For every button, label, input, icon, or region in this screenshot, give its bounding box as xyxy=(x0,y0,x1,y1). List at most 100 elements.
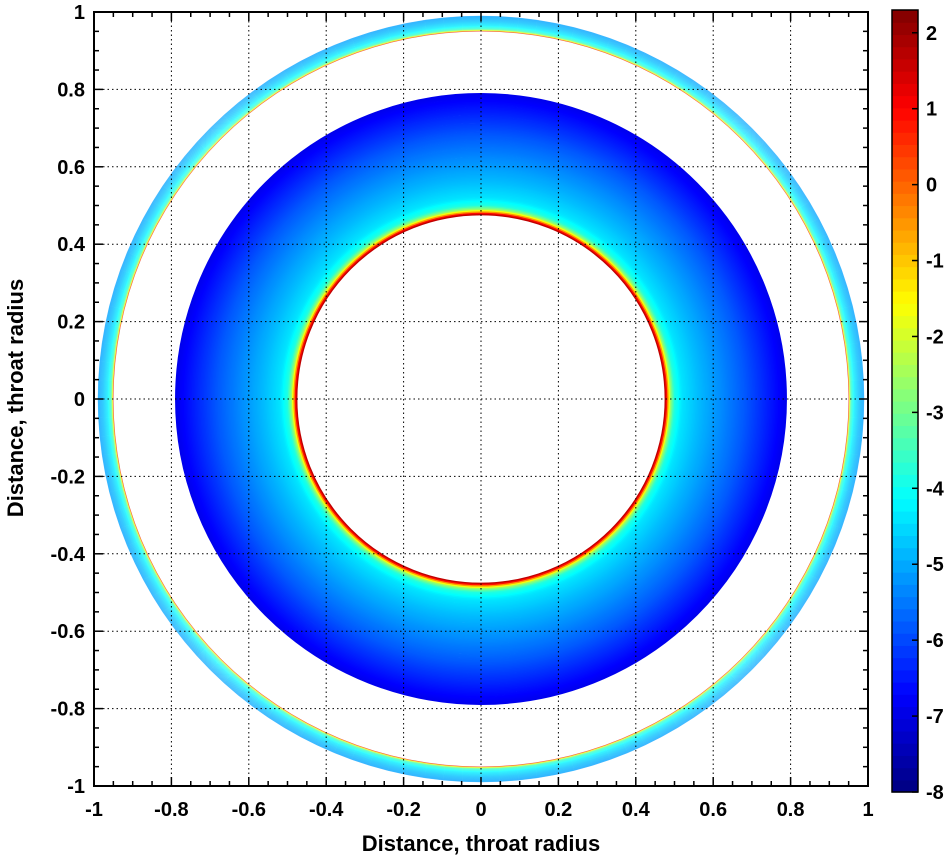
annulus-band xyxy=(288,206,674,592)
colorbar-segment xyxy=(892,559,918,573)
colorbar-segment xyxy=(892,682,918,695)
y-tick-label: -0.2 xyxy=(51,466,85,488)
annulus-band xyxy=(226,144,736,654)
colorbar-segment xyxy=(892,425,918,439)
y-tick-label: -1 xyxy=(67,776,85,798)
y-tick-label: -0.8 xyxy=(51,699,85,721)
colorbar-segment xyxy=(892,278,918,292)
annulus-band xyxy=(292,210,670,588)
colorbar-segment xyxy=(892,107,918,121)
annulus-band xyxy=(105,23,857,775)
colorbar-tick-label: 0 xyxy=(926,175,937,197)
y-tick-label: 0.4 xyxy=(57,234,86,256)
annulus-band xyxy=(105,23,857,775)
annulus-band xyxy=(109,27,853,771)
annulus-band xyxy=(207,125,755,673)
colorbar-tick-label: -3 xyxy=(926,402,944,424)
colorbar-segment xyxy=(892,168,918,182)
colorbar-segment xyxy=(892,572,918,585)
x-tick-label: -0.4 xyxy=(309,799,344,821)
colorbar-segment xyxy=(892,376,918,390)
annulus-band xyxy=(109,27,853,771)
annulus-band xyxy=(225,143,737,655)
colorbar-segment xyxy=(892,242,918,255)
colorbar-segment xyxy=(892,730,918,744)
colorbar-segment xyxy=(892,119,918,133)
annulus-band xyxy=(109,27,853,771)
colorbar-segment xyxy=(892,437,918,451)
y-tick-label: 0.8 xyxy=(57,79,85,101)
annulus-band xyxy=(199,117,763,681)
colorbar-segment xyxy=(892,10,918,23)
colorbar-tick-label: -7 xyxy=(926,706,944,728)
annulus-band xyxy=(230,148,732,650)
x-tick-label: 0.2 xyxy=(544,799,572,821)
colorbar-segment xyxy=(892,315,918,329)
annulus-band xyxy=(261,179,701,619)
colorbar-tick-label: 1 xyxy=(926,99,937,121)
annulus-band xyxy=(240,158,722,640)
annulus-band xyxy=(185,103,777,695)
colorbar-segment xyxy=(892,535,918,549)
x-tick-label: -0.2 xyxy=(386,799,420,821)
colorbar-segment xyxy=(892,596,918,610)
colorbar-frame xyxy=(891,9,919,793)
colorbar-segment xyxy=(892,669,918,683)
colorbar-segment xyxy=(892,743,918,756)
colorbar-segment xyxy=(892,193,918,207)
axes-frame xyxy=(93,11,869,787)
colorbar-segment xyxy=(892,620,918,634)
colorbar-segment xyxy=(892,523,918,537)
colorbar-segment xyxy=(892,388,918,402)
colorbar-tick-label: -4 xyxy=(926,478,945,500)
annulus-band xyxy=(212,130,750,668)
colorbar-tick-label: -6 xyxy=(926,630,944,652)
plot-area: -1 -0.8 -0.6 -0.4 -0.2 0 0.2 0.4 0.6 0.8 1 1 0.8 0.6 0… xyxy=(51,2,874,821)
annulus-band xyxy=(217,135,745,663)
colorbar-segment xyxy=(892,510,918,524)
annulus-band xyxy=(176,94,786,704)
colorbar-segment xyxy=(892,83,918,97)
colorbar-segment xyxy=(892,22,918,36)
annulus-band xyxy=(252,170,710,628)
annulus-band xyxy=(105,23,857,775)
colorbar-segment xyxy=(892,364,918,378)
colorbar-tick-label: -5 xyxy=(926,554,944,576)
colorbar-segment xyxy=(892,474,918,488)
colorbar-segment xyxy=(892,254,918,268)
annulus-band xyxy=(193,111,769,687)
annulus-band xyxy=(265,183,697,615)
annulus-band xyxy=(110,28,852,770)
annulus-band xyxy=(284,202,678,596)
colorbar-segment xyxy=(892,205,918,219)
annulus-band xyxy=(104,22,858,776)
colorbar-segment xyxy=(892,291,918,304)
annulus-band xyxy=(279,197,683,601)
colorbar-segment xyxy=(892,633,918,646)
colorbar-segment xyxy=(892,767,918,781)
x-tick-label: 0.8 xyxy=(777,799,805,821)
colorbar-segment xyxy=(892,755,918,769)
y-tick-label: -0.6 xyxy=(51,621,85,643)
colorbar-segment xyxy=(892,694,918,708)
y-tick-label: 0.6 xyxy=(57,157,85,179)
x-tick-label: 1 xyxy=(862,799,873,821)
colorbar-segment xyxy=(892,498,918,512)
colorbar-segment xyxy=(892,339,918,353)
colorbar-tick-label: 2 xyxy=(926,23,937,45)
annulus-band xyxy=(104,22,858,776)
x-tick-label: -1 xyxy=(85,799,103,821)
colorbar-tick-label: -8 xyxy=(926,782,944,804)
colorbar-segment xyxy=(892,657,918,671)
annulus-band xyxy=(271,189,691,609)
colorbar-segment xyxy=(892,706,918,720)
colorbar: 2 1 0 -1 -2 -3 -4 -5 -6 -7 -8 xyxy=(891,9,945,804)
annulus-band xyxy=(257,175,705,623)
annulus-band xyxy=(234,152,728,646)
annulus-band xyxy=(189,107,773,691)
colorbar-segment xyxy=(892,217,918,231)
x-tick-label: 0 xyxy=(475,799,486,821)
colorbar-segment xyxy=(892,401,918,414)
colorbar-segment xyxy=(892,71,918,84)
